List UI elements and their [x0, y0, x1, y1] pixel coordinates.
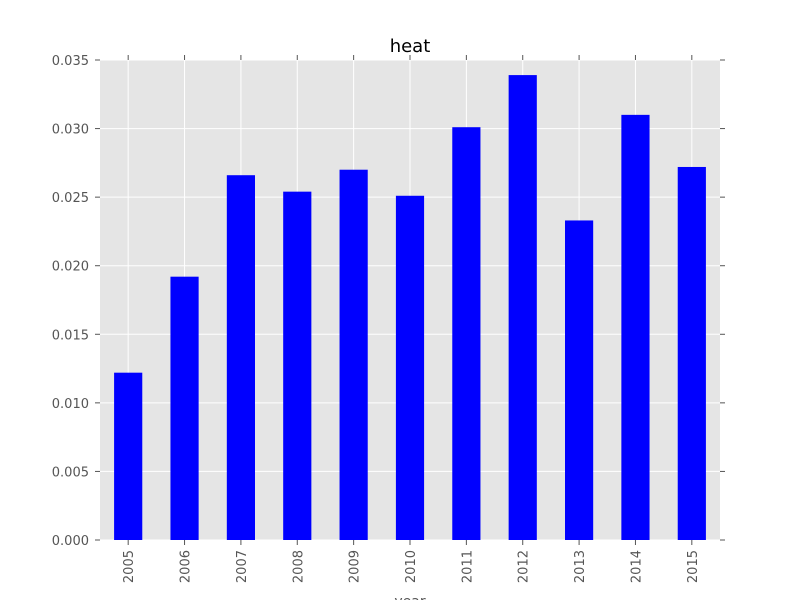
bar-2015	[677, 166, 706, 540]
chart-title: heat	[390, 36, 431, 57]
y-tick-label: 0.010	[52, 397, 89, 412]
tick-marks	[95, 55, 725, 545]
bar-2006	[170, 276, 199, 540]
x-tick-label: 2015	[686, 550, 701, 583]
x-tick-label: 2010	[404, 550, 419, 583]
x-tick-label: 2009	[348, 550, 363, 583]
bar-2007	[226, 175, 255, 540]
bar-2012	[508, 75, 537, 540]
y-tick-label: 0.005	[52, 465, 89, 480]
bar-2005	[114, 372, 143, 540]
y-tick-label: 0.035	[52, 54, 89, 69]
x-tick-label: 2008	[291, 550, 306, 583]
x-tick-label: 2005	[122, 550, 137, 583]
y-tick-label: 0.030	[52, 123, 89, 138]
y-tick-label: 0.020	[52, 260, 89, 275]
bars	[114, 75, 706, 540]
bar-2014	[621, 114, 650, 540]
y-tick-label: 0.025	[52, 191, 89, 206]
y-tick-label: 0.015	[52, 328, 89, 343]
bar-2013	[565, 220, 594, 540]
x-tick-label: 2011	[460, 550, 475, 583]
x-tick-label: 2013	[573, 550, 588, 583]
x-tick-label: 2014	[629, 550, 644, 583]
x-axis-label: year	[394, 594, 425, 600]
x-tick-label: 2007	[235, 550, 250, 583]
x-tick-labels: 2005 2006 2007 2008 2009 2010 2011 2012 2013 2014…	[122, 550, 701, 583]
x-tick-label: 2006	[179, 550, 194, 583]
bar-2010	[395, 195, 425, 540]
y-tick-labels: 0.000 0.005 0.010 0.015 0.020 0.025 0.030 0.035	[52, 54, 89, 549]
bar-2011	[452, 127, 481, 540]
bar-2009	[339, 169, 368, 540]
y-tick-label: 0.000	[52, 534, 89, 549]
bar-2008	[283, 191, 312, 540]
x-tick-label: 2012	[517, 550, 532, 583]
